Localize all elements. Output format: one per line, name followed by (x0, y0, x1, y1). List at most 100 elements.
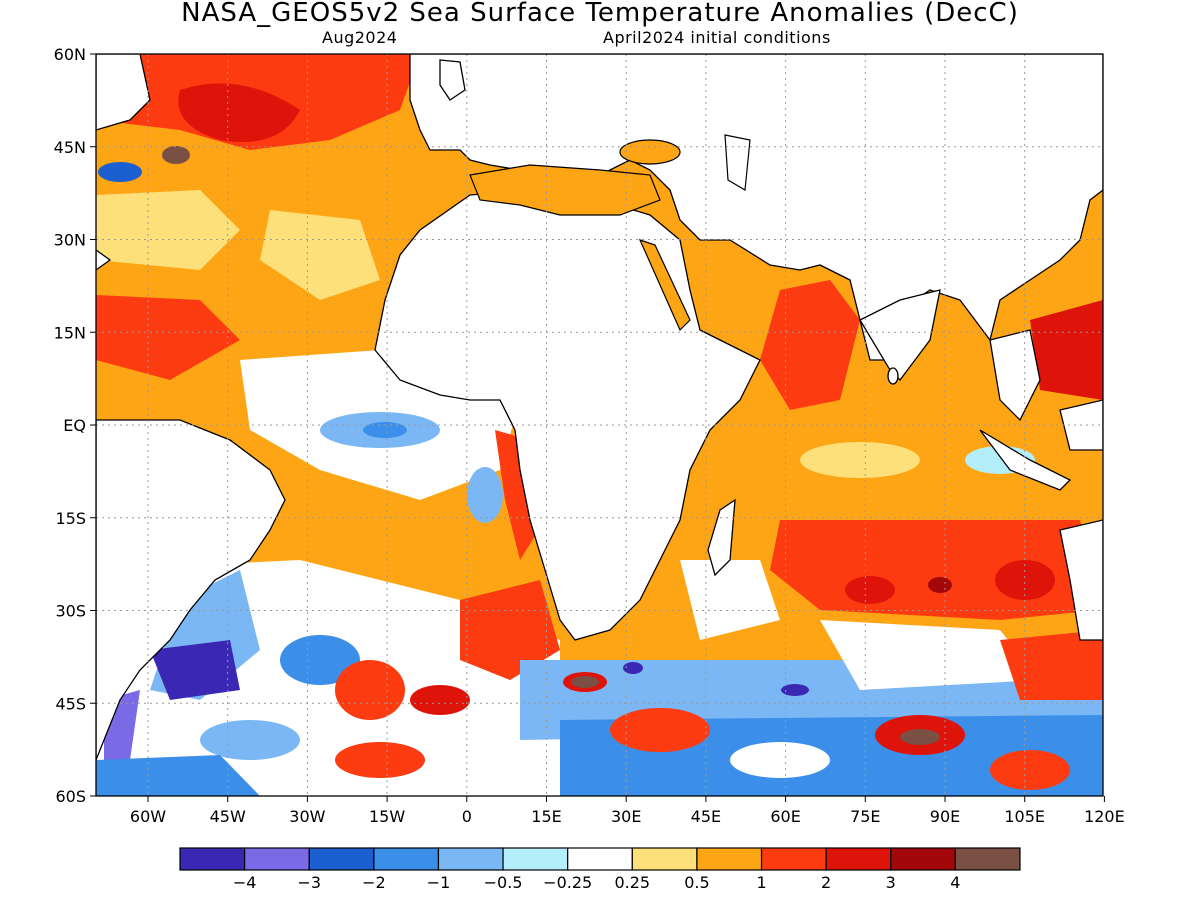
anomaly-argentine-strong-cold (150, 640, 240, 700)
anomaly-sa-cool-1 (280, 635, 360, 685)
lon-tick-label: 15E (531, 807, 561, 826)
anomaly-madagascar-neutral (680, 560, 780, 640)
colorbar-tick-label: −0.5 (484, 873, 523, 892)
colorbar-tick-label: 3 (886, 873, 896, 892)
inland-seas (469, 134, 751, 332)
anomaly-canary-mild (260, 210, 380, 300)
colorbar-swatch (954, 847, 1021, 871)
sea-black-sea (619, 139, 681, 165)
anomaly-angola-cool (467, 467, 503, 523)
anomaly-arabian-sea-warm (760, 280, 860, 410)
anomaly-west-australia-warm (1000, 630, 1103, 700)
anomaly-cape-basin-warm (460, 580, 560, 680)
colorbar-swatch (825, 847, 892, 871)
anomaly-south-indian-peak (928, 577, 952, 593)
colorbar-swatch (373, 847, 440, 871)
colorbar-swatch (437, 847, 504, 871)
lat-tick-label: EQ (63, 416, 86, 435)
anomaly-sa-warm-1 (335, 660, 405, 720)
anomaly-sa-warm-3 (335, 742, 425, 778)
lon-tick-label: 45W (210, 807, 246, 826)
colorbar-tick-label: 2 (821, 873, 831, 892)
colorbar-tick-label: 0.5 (684, 873, 709, 892)
lat-tick-label: 60N (54, 45, 86, 64)
anomaly-so-warm-1 (610, 708, 710, 752)
lat-tick-label: 60S (55, 787, 86, 806)
sea-red-sea (638, 239, 691, 332)
lon-tick-label: 30W (289, 807, 325, 826)
anomaly-sa-southwest-cool (96, 755, 260, 796)
lon-tick-label: 15W (369, 807, 405, 826)
colorbar-swatch (760, 847, 827, 871)
anomaly-so-cold-1 (623, 662, 643, 674)
land-madagascar (707, 498, 736, 577)
colorbar-swatch (179, 847, 246, 871)
anomaly-north-atlantic-strong (178, 83, 300, 142)
colorbar-tick-label: 0.25 (614, 873, 650, 892)
lon-tick-label: 45E (691, 807, 721, 826)
land-british-isles (439, 59, 466, 101)
anomaly-agulhas-peak (571, 676, 599, 688)
anomaly-gulf-peak (162, 146, 190, 164)
anomaly-south-indian-strong-2 (995, 560, 1055, 600)
land-indochina (989, 329, 1041, 422)
lon-tick-label: 60W (130, 807, 166, 826)
colorbar-swatch (567, 847, 633, 871)
latitude-axis: 60N 45N 30N 15N EQ 15S 30S 45S 60S (54, 45, 96, 806)
land-africa (374, 189, 761, 641)
lon-tick-label: 75E (850, 807, 880, 826)
land-sri-lanka (887, 367, 899, 385)
lon-tick-label: 30E (611, 807, 641, 826)
land-south-america (96, 419, 286, 761)
lat-tick-label: 30S (55, 602, 86, 621)
anomaly-labrador-cold (98, 162, 142, 182)
anomaly-sa-cool-2 (200, 720, 300, 760)
colorbar-tick-label: −0.25 (543, 873, 592, 892)
colorbar-tick-label: −3 (297, 873, 321, 892)
colorbar-swatch (631, 847, 698, 871)
lon-tick-label: 60E (770, 807, 800, 826)
colorbar-swatch (244, 847, 310, 871)
anomaly-south-china-sea-warm (1030, 300, 1103, 400)
lon-tick-label: 0 (462, 807, 472, 826)
land-eurasia (409, 54, 1103, 361)
colorbar-swatch (502, 847, 569, 871)
lat-tick-label: 30N (54, 231, 86, 250)
anomaly-sa-warm-2 (410, 685, 470, 715)
anomaly-south-indian-neutral (820, 620, 1040, 690)
colorbar-tick-label: −4 (233, 873, 257, 892)
lat-tick-label: 15N (54, 323, 86, 342)
anomaly-south-indian-strong-1 (845, 576, 895, 604)
land-north-america (96, 54, 151, 131)
anomaly-so-neutral (730, 742, 830, 778)
land-masses (96, 54, 1103, 761)
colorbar-tick-label: −1 (427, 873, 451, 892)
colorbar-swatch (308, 847, 375, 871)
sea-caspian (724, 134, 751, 191)
anomaly-so-cold-2 (781, 684, 809, 696)
land-florida (96, 249, 112, 271)
anomaly-gulf-of-guinea-core (363, 422, 407, 438)
lat-tick-label: 45S (55, 694, 86, 713)
anomaly-indian-mild (800, 442, 920, 478)
colorbar-swatch (696, 847, 763, 871)
colorbar-tick-label: −2 (362, 873, 386, 892)
anomaly-caribbean-warm (96, 295, 240, 380)
lat-tick-label: 15S (55, 509, 86, 528)
colorbar-tick-label: 1 (756, 873, 766, 892)
graticule (96, 54, 1103, 796)
lon-tick-label: 90E (930, 807, 960, 826)
longitude-axis: 60W 45W 30W 15W 0 15E 30E 45E 60E 75E 90E 105E 120E (130, 796, 1125, 826)
chart-title: NASA_GEOS5v2 Sea Surface Temperature Ano… (181, 0, 1019, 28)
anomaly-so-warm-3 (990, 750, 1070, 790)
colorbar-tick-label: 4 (950, 873, 960, 892)
forecast-month-label: Aug2024 (322, 28, 398, 47)
initial-conditions-label: April2024 initial conditions (603, 28, 831, 47)
anomaly-sargasso (96, 190, 240, 270)
land-sumatra (979, 429, 1072, 491)
colorbar: −4 −3 −2 −1 −0.5 −0.25 0.25 0.5 1 2 3 4 (179, 847, 1021, 892)
sea-mediterranean (469, 164, 661, 216)
anomaly-so-peak (900, 729, 940, 745)
lat-tick-label: 45N (54, 138, 86, 157)
